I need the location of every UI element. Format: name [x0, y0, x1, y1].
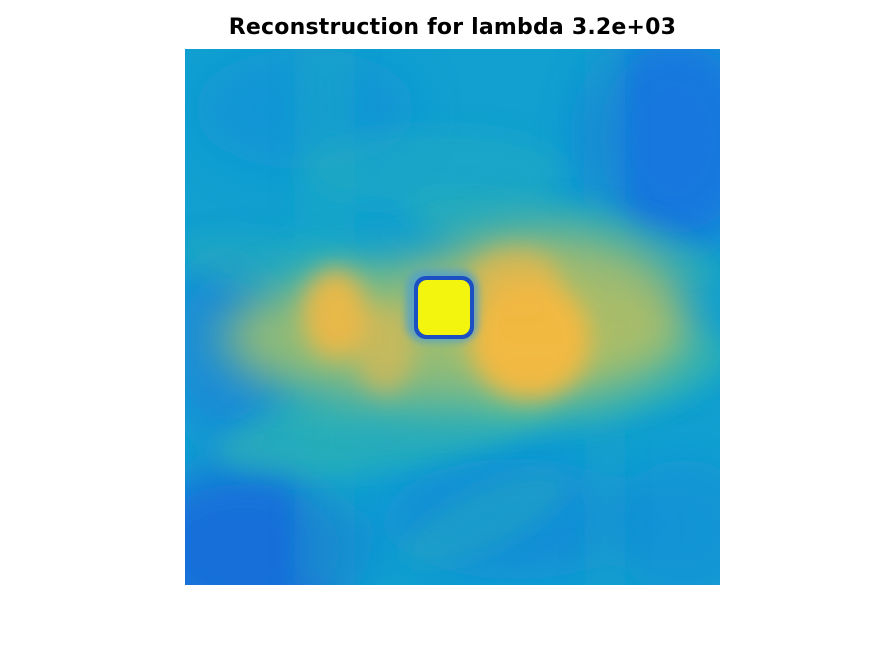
peak-square: [418, 280, 470, 335]
heatmap-high-lobes: [303, 249, 590, 399]
heatmap-plot-area: [185, 49, 720, 585]
chart-title: Reconstruction for lambda 3.2e+03: [228, 15, 677, 40]
heatmap-image: [185, 49, 720, 585]
